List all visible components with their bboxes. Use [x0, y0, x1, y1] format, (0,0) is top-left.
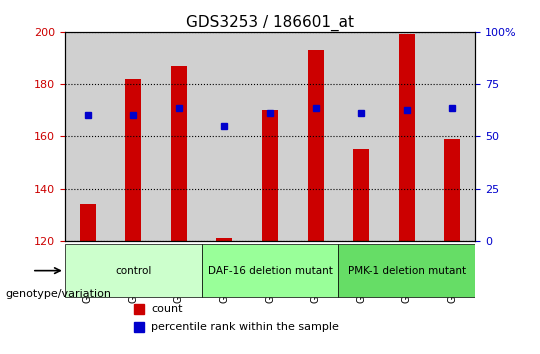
Text: PMK-1 deletion mutant: PMK-1 deletion mutant [348, 266, 466, 276]
Text: DAF-16 deletion mutant: DAF-16 deletion mutant [207, 266, 333, 276]
FancyBboxPatch shape [339, 244, 475, 297]
FancyBboxPatch shape [65, 244, 201, 297]
Bar [293, 32, 339, 241]
Bar [125, 79, 141, 241]
Bar [156, 32, 201, 241]
Bar [262, 110, 278, 241]
Bar [65, 32, 110, 241]
FancyBboxPatch shape [201, 244, 339, 297]
Bar [171, 66, 187, 241]
Text: percentile rank within the sample: percentile rank within the sample [151, 322, 339, 332]
Title: GDS3253 / 186601_at: GDS3253 / 186601_at [186, 14, 354, 30]
Text: genotype/variation: genotype/variation [5, 289, 111, 299]
Bar [339, 32, 384, 241]
Bar [444, 139, 461, 241]
Bar [110, 32, 156, 241]
Text: count: count [151, 304, 183, 314]
Bar [430, 32, 475, 241]
Bar [308, 50, 323, 241]
Bar [79, 204, 96, 241]
Bar [399, 34, 415, 241]
Text: control: control [115, 266, 151, 276]
Bar [384, 32, 430, 241]
Bar [353, 149, 369, 241]
Bar [247, 32, 293, 241]
Bar [201, 32, 247, 241]
Bar [217, 238, 232, 241]
